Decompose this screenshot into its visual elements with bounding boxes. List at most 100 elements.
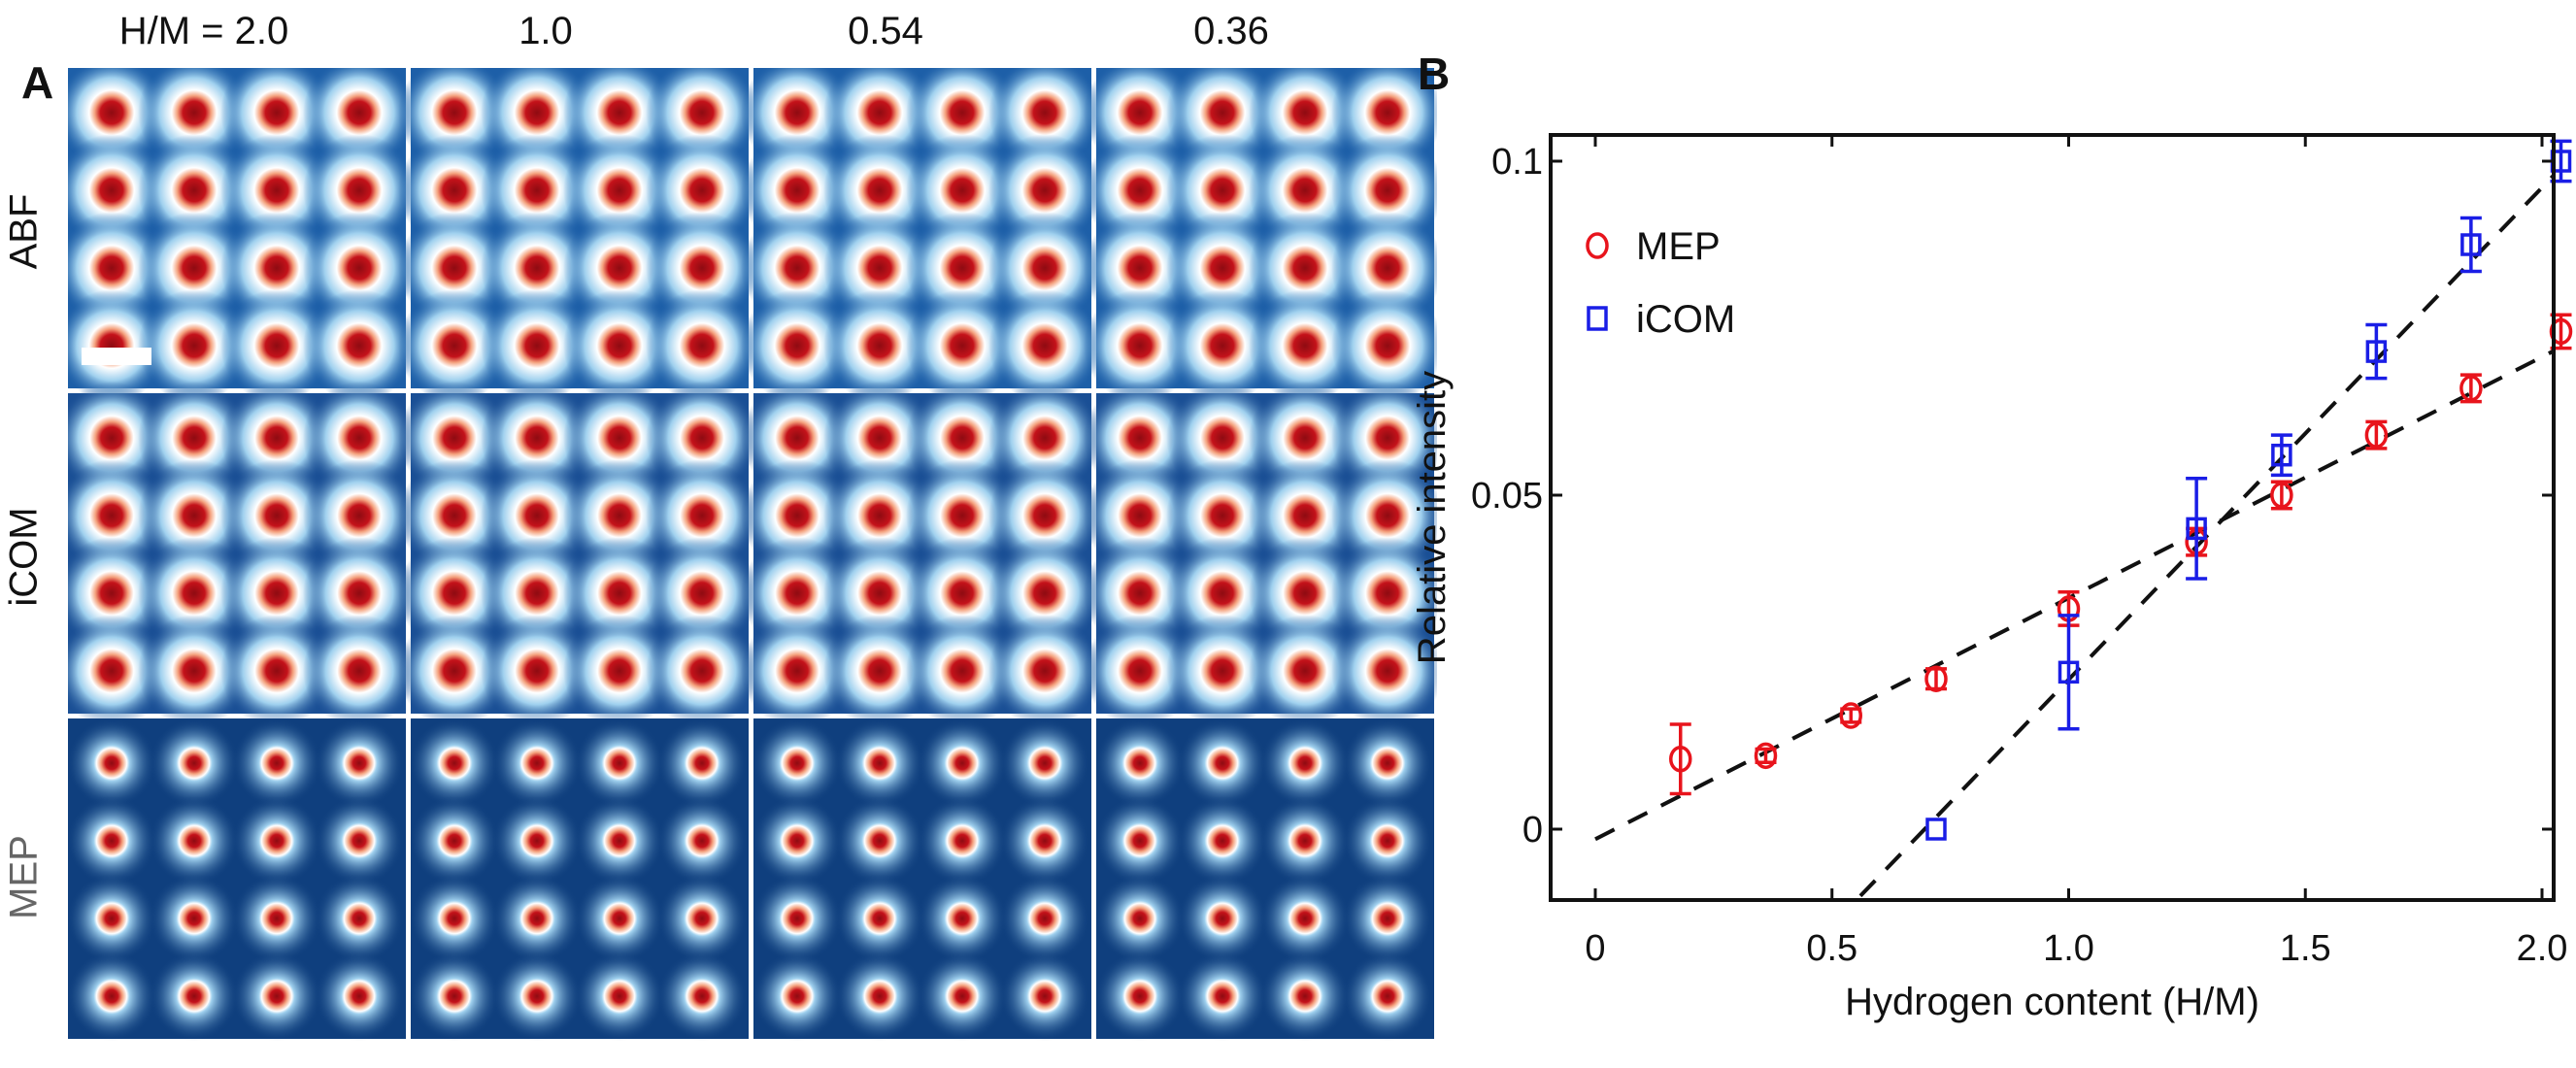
atom-column	[646, 56, 758, 169]
legend-label: iCOM	[1636, 298, 1735, 341]
image-tile	[741, 382, 1101, 727]
marker-square	[2057, 660, 2080, 684]
atom-column	[315, 874, 404, 963]
image-tile	[1084, 382, 1444, 727]
atom-column	[1166, 615, 1279, 727]
marker-circle	[1754, 742, 1778, 770]
marker-square	[2271, 443, 2292, 467]
atom-column	[492, 874, 582, 963]
atom-column	[563, 289, 676, 402]
atom-column	[1084, 134, 1196, 247]
atom-column	[481, 382, 593, 494]
image-tile	[67, 718, 406, 1041]
atom-column	[303, 212, 416, 324]
atom-column	[657, 718, 747, 808]
atom-column	[741, 615, 853, 727]
atom-column	[481, 289, 593, 402]
atom-column	[741, 459, 853, 572]
atom-column	[150, 718, 239, 808]
atom-column	[1166, 134, 1279, 247]
atom-column	[1249, 56, 1361, 169]
atom-column	[303, 56, 416, 169]
atom-column	[657, 874, 747, 963]
atom-column	[1249, 382, 1361, 494]
atom-column	[906, 459, 1019, 572]
atom-column	[220, 134, 333, 247]
atom-column	[1084, 382, 1196, 494]
atom-column	[303, 615, 416, 727]
atom-column	[481, 615, 593, 727]
atom-column	[220, 56, 333, 169]
atom-column	[988, 459, 1101, 572]
atom-column	[303, 289, 416, 402]
atom-column	[1000, 796, 1089, 885]
x-tick-label: 2.0	[2517, 928, 2568, 969]
atom-column	[563, 382, 676, 494]
atom-column	[315, 796, 404, 885]
data-point-icom	[2057, 614, 2080, 731]
x-tick-label: 0.5	[1806, 928, 1857, 969]
atom-column	[657, 951, 747, 1041]
atom-column	[67, 718, 156, 808]
atom-column	[1166, 212, 1279, 324]
atom-column	[906, 56, 1019, 169]
atom-column	[55, 134, 168, 247]
legend-entry-icom: iCOM	[1587, 298, 1735, 341]
atom-column	[410, 718, 499, 808]
atom-column	[398, 56, 511, 169]
atom-column	[492, 796, 582, 885]
column-label: 0.36	[1193, 10, 1269, 52]
atom-column	[55, 615, 168, 727]
y-tick-label: 0.1	[1491, 142, 1543, 183]
image-tile	[398, 382, 758, 727]
atom-column	[835, 796, 924, 885]
image-tile	[1084, 56, 1444, 402]
marker-square	[2186, 517, 2207, 541]
atom-column	[575, 796, 664, 885]
atom-column	[563, 459, 676, 572]
atom-column	[1249, 134, 1361, 247]
legend-circle-icon	[1586, 232, 1609, 259]
atom-column	[492, 951, 582, 1041]
atom-column	[220, 289, 333, 402]
atom-column	[1095, 874, 1185, 963]
atom-column	[906, 212, 1019, 324]
atom-column	[646, 289, 758, 402]
atom-column	[1260, 951, 1350, 1041]
atom-column	[410, 951, 499, 1041]
atom-column	[753, 874, 842, 963]
atom-column	[753, 796, 842, 885]
atom-column	[1249, 615, 1361, 727]
atom-column	[753, 951, 842, 1041]
atom-column	[1084, 289, 1196, 402]
data-point-mep	[2459, 373, 2483, 404]
image-tile	[410, 718, 749, 1041]
atom-column	[481, 212, 593, 324]
atom-column	[563, 56, 676, 169]
atom-column	[398, 459, 511, 572]
data-point-icom	[2365, 322, 2388, 381]
atom-column	[1331, 382, 1444, 494]
marker-square	[2365, 340, 2388, 363]
atom-column	[138, 212, 251, 324]
atom-column	[988, 289, 1101, 402]
atom-column	[563, 134, 676, 247]
atom-column	[988, 212, 1101, 324]
atom-column	[823, 382, 936, 494]
atom-column	[1095, 796, 1185, 885]
image-tile	[55, 56, 416, 402]
atom-column	[1249, 537, 1361, 650]
fit-lines	[1594, 172, 2554, 898]
data-point-mep	[1669, 722, 1692, 796]
atom-column	[67, 796, 156, 885]
atom-column	[753, 718, 842, 808]
atom-column	[1331, 289, 1444, 402]
atom-column	[1000, 874, 1089, 963]
data-point-mep	[2364, 419, 2389, 451]
atom-column	[741, 134, 853, 247]
atom-column	[1178, 796, 1267, 885]
atom-column	[575, 951, 664, 1041]
image-tile	[1095, 718, 1434, 1041]
data-point-icom	[2459, 216, 2482, 274]
atom-column	[741, 289, 853, 402]
